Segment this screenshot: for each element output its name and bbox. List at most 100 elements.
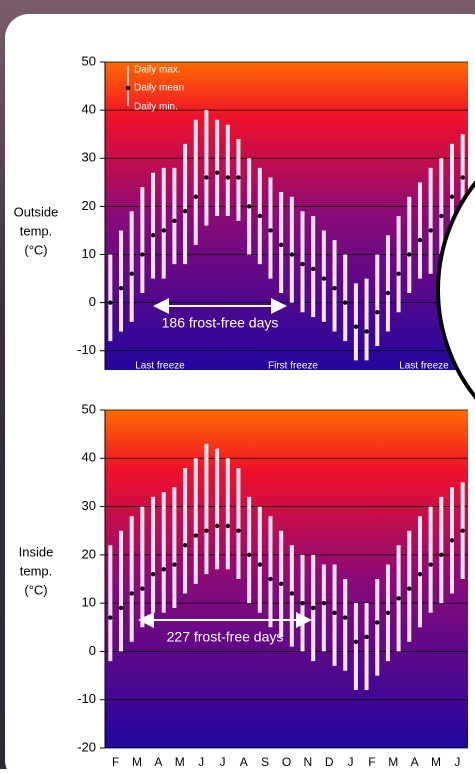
freeze-label: Last freeze xyxy=(399,361,449,372)
y-tick-label: 20 xyxy=(82,198,96,213)
x-tick-label: M xyxy=(175,755,185,769)
mean-dot xyxy=(193,194,198,199)
mean-dot xyxy=(161,567,166,572)
mean-dot xyxy=(353,639,359,644)
mean-dot xyxy=(172,218,177,224)
magnifier xyxy=(436,180,475,400)
mean-dot xyxy=(289,591,295,596)
mean-dot xyxy=(407,586,412,591)
mean-dot xyxy=(150,571,156,577)
x-tick-label: S xyxy=(261,755,269,769)
x-tick-label: A xyxy=(240,755,248,769)
mean-dot xyxy=(268,228,273,233)
y-axis-label: (°C) xyxy=(24,242,47,257)
mean-dot xyxy=(417,571,423,577)
mean-dot xyxy=(108,300,113,305)
mean-dot xyxy=(364,329,369,334)
mean-dot xyxy=(246,204,252,209)
x-tick-label: A xyxy=(411,755,419,769)
mean-dot xyxy=(439,213,444,219)
mean-dot xyxy=(278,242,284,248)
y-axis-label: temp. xyxy=(20,223,53,238)
mean-dot xyxy=(332,285,337,291)
mean-dot xyxy=(407,252,412,257)
plot-area xyxy=(105,410,468,748)
freeze-label: First freeze xyxy=(268,361,318,372)
annotation: 227 frost-free days xyxy=(167,629,284,645)
mean-dot xyxy=(310,266,316,272)
mean-dot xyxy=(182,208,188,214)
legend-dot xyxy=(125,85,131,91)
mean-dot xyxy=(278,581,284,587)
x-tick-label: N xyxy=(304,755,313,769)
mean-dot xyxy=(449,194,455,199)
mean-dot xyxy=(289,252,295,257)
mean-dot xyxy=(300,600,305,606)
mean-dot xyxy=(428,562,433,567)
legend-label: Daily max. xyxy=(134,65,181,76)
mean-dot xyxy=(268,576,273,582)
mean-dot xyxy=(428,228,433,233)
y-tick-label: 40 xyxy=(82,450,96,465)
mean-dot xyxy=(182,543,188,548)
y-tick-label: 30 xyxy=(82,150,96,165)
mean-dot xyxy=(161,228,166,233)
y-tick-label: -10 xyxy=(77,342,96,357)
x-tick-label: O xyxy=(282,755,291,769)
y-axis-label: temp. xyxy=(20,563,53,578)
data-layer xyxy=(108,110,465,361)
data-layer xyxy=(108,443,465,691)
mean-dot xyxy=(396,596,401,601)
y-axis-label: Outside xyxy=(14,204,59,219)
mean-dot xyxy=(385,610,391,615)
y-tick-label: -20 xyxy=(77,739,96,754)
x-tick-label: F xyxy=(112,755,119,769)
mean-dot xyxy=(150,233,156,238)
mean-dot xyxy=(321,276,327,281)
mean-dot xyxy=(246,552,252,558)
mean-dot xyxy=(204,528,209,533)
y-tick-label: 0 xyxy=(89,643,96,658)
mean-dot xyxy=(214,170,220,175)
x-tick-label: F xyxy=(368,755,375,769)
y-tick-label: 40 xyxy=(82,102,96,117)
x-tick-label: J xyxy=(198,755,204,769)
mean-dot xyxy=(236,175,241,180)
y-tick-label: 10 xyxy=(82,246,96,261)
x-tick-label: M xyxy=(132,755,142,769)
mean-dot xyxy=(140,586,145,591)
mean-dot xyxy=(364,634,369,640)
mean-dot xyxy=(321,600,327,606)
mean-dot xyxy=(118,605,124,611)
mean-dot xyxy=(225,175,230,180)
mean-dot xyxy=(193,533,198,538)
legend-label: Daily min. xyxy=(134,102,178,113)
mean-dot xyxy=(214,523,220,529)
mean-dot xyxy=(375,620,380,625)
mean-dot xyxy=(385,290,391,296)
mean-dot xyxy=(310,605,316,611)
mean-dot xyxy=(172,562,177,567)
y-tick-label: 50 xyxy=(82,401,96,416)
mean-dot xyxy=(417,237,423,243)
y-axis-label: (°C) xyxy=(24,582,47,597)
mean-dot xyxy=(257,562,263,567)
legend-label: Daily mean xyxy=(134,83,184,94)
mean-dot xyxy=(460,528,465,533)
mean-dot xyxy=(460,175,465,180)
mean-dot xyxy=(300,261,305,267)
y-tick-label: 50 xyxy=(82,53,96,68)
mean-dot xyxy=(129,591,134,596)
y-axis-label: Inside xyxy=(19,544,54,559)
mean-dot xyxy=(108,615,113,620)
y-tick-label: 30 xyxy=(82,498,96,513)
mean-dot xyxy=(129,271,134,276)
mean-dot xyxy=(236,528,241,533)
mean-dot xyxy=(343,615,348,620)
freeze-label: Last freeze xyxy=(135,361,185,372)
mean-dot xyxy=(343,300,348,305)
y-tick-label: 10 xyxy=(82,595,96,610)
mean-dot xyxy=(332,610,337,615)
x-tick-label: M xyxy=(431,755,441,769)
